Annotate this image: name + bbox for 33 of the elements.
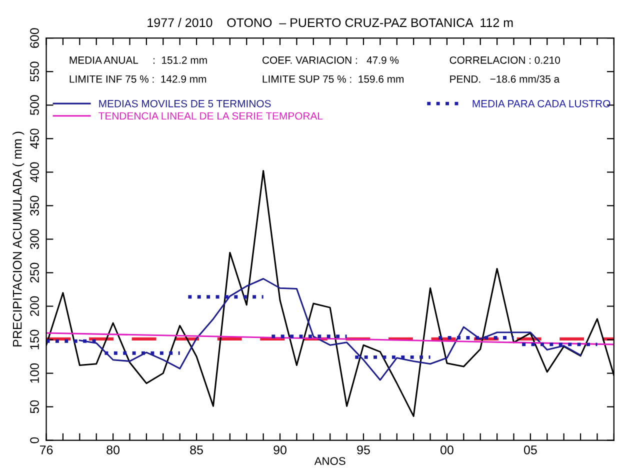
y-tick-label: 400 (30, 162, 39, 182)
annotation: PEND. −18.6 mm/35 a (450, 75, 560, 83)
annotation: MEDIA ANUAL : 151.2 mm (70, 56, 207, 64)
y-tick-label: 550 (30, 62, 39, 82)
annotation: LIMITE INF 75 % : 142.9 mm (70, 75, 206, 83)
x-tick-label: 05 (524, 445, 537, 454)
y-tick-label: 350 (30, 196, 39, 216)
x-tick-label: 00 (440, 445, 454, 454)
y-tick-label: 50 (30, 400, 39, 414)
x-tick-label: 80 (106, 445, 120, 454)
y-tick-label: 200 (30, 296, 39, 316)
y-axis-title: PRECIPITACION ACUMULADA ( mm ) (12, 132, 24, 346)
legend-label: MEDIA PARA CADA LUSTRO (472, 100, 610, 108)
y-tick-label: 0 (30, 437, 39, 444)
y-tick-label: 450 (30, 128, 39, 149)
x-tick-label: 90 (274, 445, 286, 454)
legend-label: MEDIAS MOVILES DE 5 TERMINOS (99, 100, 271, 108)
annotation: CORRELACION : 0.210 (450, 56, 560, 64)
line-series (78, 278, 582, 381)
y-tick-label: 500 (30, 95, 39, 116)
y-tick-label: 150 (30, 330, 39, 350)
legend-label: TENDENCIA LINEAL DE LA SERIE TEMPORAL (98, 112, 323, 120)
x-tick-label: 76 (40, 445, 53, 454)
x-tick-label: 95 (357, 445, 370, 454)
x-axis-title: ANOS (314, 457, 346, 465)
y-tick-label: 600 (30, 28, 39, 48)
y-tick-label: 300 (30, 229, 39, 250)
annotation: COEF. VARIACION : 47.9 % (262, 56, 399, 64)
annotation: LIMITE SUP 75 % : 159.6 mm (262, 75, 404, 83)
chart-title: 1977 / 2010 OTONO – PUERTO CRUZ-PAZ BOTANICA 112 m (148, 18, 513, 28)
y-tick-label: 250 (30, 262, 39, 283)
x-tick-label: 85 (190, 445, 203, 454)
y-tick-label: 100 (30, 363, 39, 383)
